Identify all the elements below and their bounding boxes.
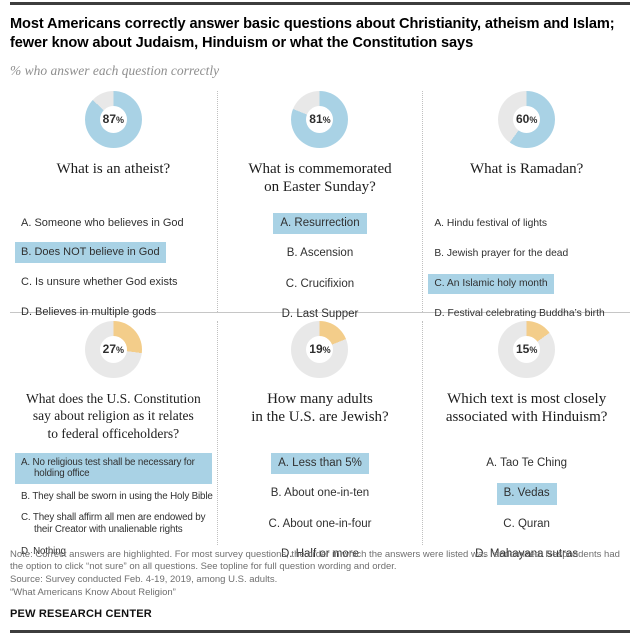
answer-options: A. Tao Te Ching B. Vedas C. Quran D. Mah…: [428, 453, 625, 566]
card-constitution: 27% What does the U.S. Constitution say …: [10, 320, 217, 557]
charts-row-bottom: 27% What does the U.S. Constitution say …: [10, 313, 630, 560]
card-easter: 81% What is commemorated on Easter Sunda…: [216, 90, 424, 320]
answer-option-d: D. Believes in multiple gods: [21, 306, 157, 319]
top-rule: [10, 2, 630, 5]
source-text: Source: Survey conducted Feb. 4-19, 2019…: [10, 574, 278, 586]
answer-option-c: C. Is unsure whether God exists: [21, 276, 178, 289]
question-text: How many adults in the U.S. are Jewish?: [251, 390, 389, 426]
note-text: Note: Correct answers are highlighted. F…: [10, 548, 620, 573]
row-divider: [10, 311, 630, 313]
answer-option-b: B. They shall be sworn in using the Holy…: [21, 490, 213, 502]
answer-option-c: C. About one-in-four: [268, 517, 372, 530]
donut-percent-label: 81%: [309, 112, 331, 126]
donut-percent-label: 19%: [309, 342, 331, 356]
donut-percent-label: 15%: [515, 342, 538, 356]
answer-option-c: C. An Islamic holy month: [428, 273, 554, 294]
answer-option-b: B. Does NOT believe in God: [15, 242, 166, 264]
answer-option-d: D. Half or more: [281, 548, 359, 561]
card-hinduism: 15% Which text is most closely associate…: [423, 320, 630, 560]
answer-option-d: D. Festival celebrating Buddha’s birth: [434, 307, 605, 319]
answer-option-d: D. Last Supper: [281, 308, 359, 321]
card-ramadan: 60% What is Ramadan? A. Hindu festival o…: [423, 90, 630, 319]
answer-option-b: B. About one-in-ten: [270, 487, 370, 500]
answer-option-a: A. No religious test shall be necessary …: [15, 452, 212, 484]
donut-hole: [306, 105, 334, 133]
donut-chart-ramadan: 60%: [498, 90, 556, 148]
charts-row-top: 87% What is an atheist? A. Someone who b…: [10, 90, 630, 320]
donut-chart-hinduism: 15%: [498, 320, 556, 378]
donut-chart-atheist: 87%: [84, 90, 142, 148]
donut-percent-label: 60%: [515, 112, 538, 126]
page-subtitle: % who answer each question correctly: [10, 62, 220, 78]
donut-hole: [513, 105, 541, 133]
donut-percent-label: 27%: [102, 342, 125, 356]
answer-option-c: C. Quran: [503, 517, 550, 530]
answer-option-a: A. Less than 5%: [271, 452, 369, 475]
donut-percent-label: 87%: [102, 112, 125, 126]
answer-option-a: A. Resurrection: [273, 212, 367, 235]
answer-option-b: B. Ascension: [286, 247, 354, 260]
card-atheist: 87% What is an atheist? A. Someone who b…: [10, 90, 217, 318]
answer-options: A. Someone who believes in God B. Does N…: [15, 213, 212, 324]
question-text: What does the U.S. Constitution say abou…: [25, 390, 201, 441]
answer-options: A. Resurrection B. Ascension C. Crucifix…: [223, 212, 418, 326]
answer-options: A. Less than 5% B. About one-in-ten C. A…: [223, 452, 418, 566]
answer-option-c: C. They shall affirm all men are endowed…: [21, 512, 206, 535]
question-text: What is an atheist?: [56, 160, 171, 177]
donut-hole: [513, 335, 541, 363]
answer-option-b: B. Vedas: [496, 483, 557, 505]
card-jewish: 19% How many adults in the U.S. are Jewi…: [216, 320, 424, 560]
answer-options: A. Hindu festival of lights B. Jewish pr…: [428, 213, 625, 325]
answer-option-a: A. Tao Te Ching: [486, 456, 568, 469]
answer-option-c: C. Crucifixion: [285, 277, 355, 290]
donut-hole: [99, 105, 127, 133]
question-text: Which text is most closely associated wi…: [445, 390, 608, 426]
brand-logotype: PEW RESEARCH CENTER: [10, 607, 152, 620]
footnotes: Note: Correct answers are highlighted. F…: [10, 549, 630, 600]
answer-option-a: A. Someone who believes in God: [21, 216, 184, 229]
answer-option-a: A. Hindu festival of lights: [434, 217, 548, 229]
donut-chart-easter: 81%: [291, 90, 349, 148]
answer-option-d: D. Mahayana sutras: [475, 548, 579, 561]
question-text: What is commemorated on Easter Sunday?: [248, 160, 392, 196]
report-title: “What Americans Know About Religion”: [10, 586, 176, 598]
donut-chart-jewish: 19%: [291, 320, 349, 378]
question-text: What is Ramadan?: [469, 160, 584, 177]
answer-option-d: D. Nothing: [21, 546, 66, 558]
donut-hole: [99, 335, 127, 363]
answer-option-b: B. Jewish prayer for the dead: [434, 247, 569, 259]
donut-chart-constitution: 27%: [84, 320, 142, 378]
answer-options: A. No religious test shall be necessary …: [15, 452, 213, 562]
page-title: Most Americans correctly answer basic qu…: [10, 16, 615, 52]
donut-hole: [306, 335, 334, 363]
bottom-rule: [10, 629, 630, 633]
